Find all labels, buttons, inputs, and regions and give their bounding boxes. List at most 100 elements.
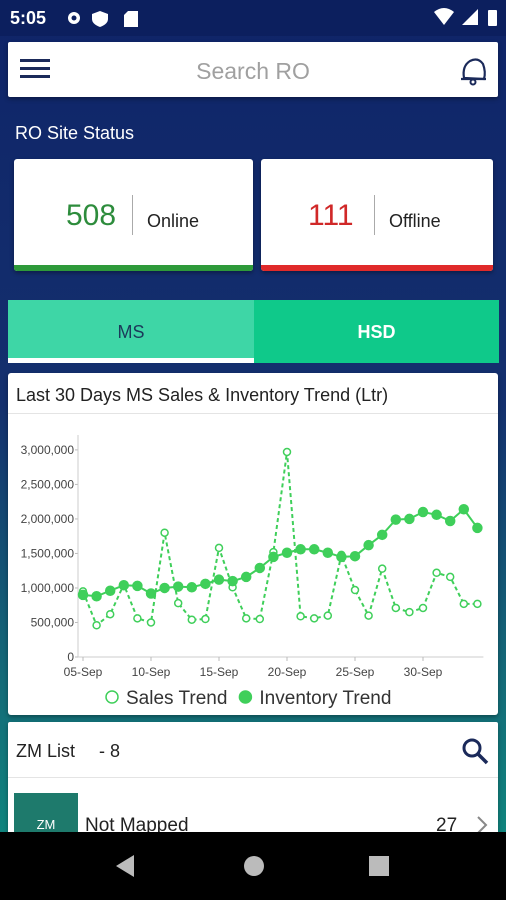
x-tick-label: 10-Sep <box>132 665 171 679</box>
data-point <box>308 544 320 555</box>
data-point <box>241 614 251 623</box>
status-bar: 5:05 <box>0 0 506 36</box>
chart-card: Last 30 Days MS Sales & Inventory Trend … <box>8 373 498 715</box>
zm-list-card: ZM List - 8 ZM Not Mapped 27 <box>8 722 498 857</box>
data-point <box>159 582 170 594</box>
data-point <box>105 609 115 619</box>
divider <box>8 777 498 778</box>
series-line <box>82 451 478 627</box>
status-time: 5:05 <box>10 8 47 28</box>
data-point <box>213 574 225 585</box>
divider <box>8 413 498 414</box>
x-tick-label: 25-Sep <box>336 665 375 679</box>
y-tick-label: 3,000,000 <box>21 443 75 457</box>
data-point <box>349 550 361 562</box>
notification-icon[interactable] <box>454 52 490 88</box>
data-point <box>172 581 184 592</box>
online-card[interactable]: 508 Online <box>14 159 253 271</box>
data-point <box>160 528 169 537</box>
nav-buttons <box>116 855 389 877</box>
zm-list-count: - 8 <box>99 741 121 761</box>
data-point <box>186 582 198 593</box>
x-tick-label: 30-Sep <box>404 665 443 679</box>
data-point <box>296 612 305 621</box>
divider <box>132 195 133 235</box>
data-point <box>376 529 388 541</box>
data-point <box>363 539 374 551</box>
offline-label: Offline <box>389 211 441 231</box>
data-point <box>350 585 360 595</box>
data-point <box>91 591 102 602</box>
data-point <box>200 578 211 590</box>
data-point <box>132 580 143 592</box>
tab-label[interactable]: MS <box>117 322 145 342</box>
chevron[interactable] <box>474 814 490 836</box>
data-point <box>254 562 266 574</box>
search-placeholder[interactable]: Search RO <box>196 58 310 84</box>
online-count: 508 <box>66 199 117 232</box>
data-point <box>377 564 387 573</box>
menu-icon[interactable] <box>18 56 52 82</box>
tab-indicator <box>8 358 254 363</box>
offline-card[interactable]: 111 Offline <box>261 159 493 271</box>
data-point <box>173 598 183 608</box>
data-point <box>146 618 156 627</box>
data-point <box>445 572 455 582</box>
back-button[interactable] <box>116 855 134 877</box>
tab-hsd[interactable]: HSD <box>254 300 499 363</box>
section-title: RO Site Status <box>15 123 135 143</box>
data-point <box>418 603 428 613</box>
zm-count: 27 <box>436 815 458 836</box>
data-point <box>472 522 483 534</box>
tab-ms[interactable]: MS <box>8 300 254 363</box>
data-point <box>268 551 279 563</box>
y-tick-label: 500,000 <box>31 615 75 629</box>
data-point <box>118 579 130 591</box>
badge-text: ZM <box>36 817 56 832</box>
data-point <box>309 614 319 623</box>
nav-bar <box>0 832 506 900</box>
search-bar[interactable]: Search RO <box>8 42 498 97</box>
data-point <box>255 614 265 624</box>
zm-list-title: ZM List <box>16 741 76 761</box>
legend-marker <box>238 690 253 704</box>
data-point <box>364 611 373 620</box>
data-point <box>77 589 89 601</box>
data-point <box>417 506 429 518</box>
divider <box>374 195 375 235</box>
legend-marker <box>105 690 119 704</box>
tab-label[interactable]: HSD <box>357 322 396 342</box>
data-point <box>322 547 334 559</box>
data-point <box>404 513 415 525</box>
recents-button[interactable] <box>369 856 389 876</box>
data-point <box>92 620 101 630</box>
data-point <box>145 588 157 599</box>
data-point <box>323 611 333 620</box>
data-point <box>214 543 224 553</box>
data-point <box>390 514 402 525</box>
y-tick-label: 2,000,000 <box>21 512 75 526</box>
data-point <box>431 509 442 521</box>
data-point <box>458 504 470 515</box>
online-bar <box>14 265 253 271</box>
x-tick-label: 20-Sep <box>268 665 307 679</box>
chart: 0 500,000 1,000,000 1,500,000 2,000,000 2,500… <box>21 435 484 709</box>
chart-title: Last 30 Days MS Sales & Inventory Trend … <box>16 385 389 405</box>
data-point <box>444 515 456 527</box>
system-icons <box>434 8 497 26</box>
zm-name[interactable]: Not Mapped <box>85 815 189 836</box>
y-tick-label: 0 <box>67 650 74 664</box>
data-point <box>391 603 401 613</box>
data-point <box>240 571 252 583</box>
data-point <box>295 544 306 555</box>
x-tick-label: 05-Sep <box>64 665 103 679</box>
data-point <box>432 568 441 578</box>
offline-count: 111 <box>308 199 354 232</box>
home-button[interactable] <box>244 856 264 876</box>
data-point <box>133 614 142 623</box>
y-tick-label: 1,500,000 <box>21 546 75 560</box>
y-tick-label: 2,500,000 <box>21 477 75 491</box>
data-point <box>104 585 116 596</box>
search-icon[interactable] <box>460 736 490 766</box>
